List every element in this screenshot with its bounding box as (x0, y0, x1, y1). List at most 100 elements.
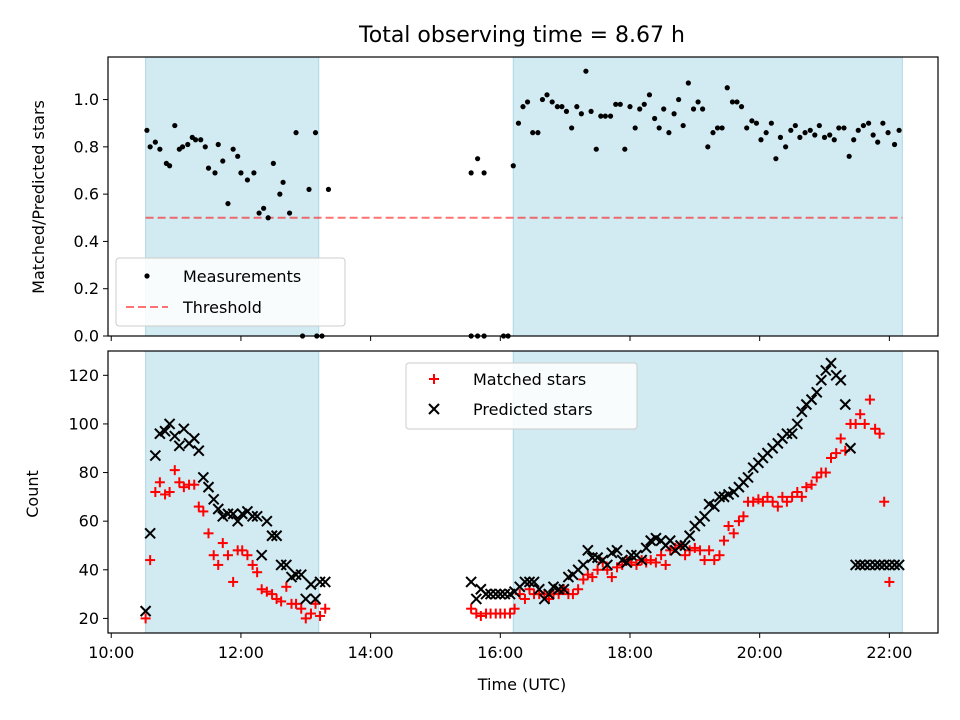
measurement-point (729, 99, 736, 105)
predicted-star-stroke (227, 508, 239, 520)
measurement-point (680, 122, 686, 129)
measurement-point (185, 141, 191, 148)
predicted-star-stroke (888, 559, 901, 571)
measurement-point (212, 170, 218, 176)
measurement-point (666, 130, 672, 136)
measurement-point (656, 125, 662, 131)
matched-star-point (592, 564, 603, 575)
matched-star-point (787, 491, 798, 502)
measurement-point (738, 104, 745, 110)
predicted-star-stroke (163, 418, 176, 430)
predicted-star-stroke (169, 430, 181, 442)
predicted-star-stroke (480, 588, 492, 600)
predicted-star-point (543, 588, 555, 600)
measurement-point (807, 127, 813, 133)
predicted-star-point (295, 568, 307, 581)
matched-star-point (714, 550, 725, 561)
predicted-star-point (825, 357, 837, 369)
matched-star-point (242, 550, 253, 561)
y-tick-label: 120 (68, 366, 99, 385)
predicted-star-point (558, 583, 570, 595)
predicted-star-stroke (275, 559, 287, 571)
matched-star-point (291, 598, 302, 609)
predicted-star-point (246, 510, 259, 523)
predicted-star-point (820, 364, 832, 377)
predicted-star-stroke (815, 374, 827, 386)
predicted-star-point (781, 427, 793, 440)
predicted-star-stroke (820, 364, 832, 377)
measurement-point (841, 125, 847, 131)
matched-star-point (169, 465, 180, 476)
measurement-point (530, 130, 536, 136)
measurement-point (220, 158, 226, 164)
predicted-star-stroke (679, 539, 691, 552)
measurement-point (607, 113, 614, 119)
predicted-star-point (859, 559, 871, 571)
predicted-star-stroke (844, 442, 857, 454)
predicted-star-stroke (193, 444, 205, 457)
top-y-axis-label: Matched/Predicted stars (29, 100, 48, 294)
predicted-star-point (844, 442, 857, 454)
predicted-star-stroke (484, 588, 497, 600)
predicted-star-stroke (188, 432, 200, 445)
measurement-point (588, 108, 594, 114)
matched-star-point (154, 477, 165, 488)
measurement-point (875, 139, 881, 145)
predicted-star-point (742, 471, 754, 484)
measurement-point (646, 92, 653, 98)
predicted-star-point (266, 530, 278, 542)
predicted-star-stroke (864, 559, 876, 571)
matched-star-point (203, 528, 214, 539)
predicted-star-point (869, 559, 881, 571)
x-tick-label: 12:00 (218, 643, 264, 662)
predicted-star-stroke (664, 534, 676, 547)
predicted-star-point (519, 576, 531, 588)
predicted-star-stroke (621, 556, 633, 569)
y-tick-label: 0.4 (74, 232, 99, 251)
matched-star-point (213, 559, 224, 570)
predicted-star-point (635, 554, 648, 566)
matched-star-point (850, 418, 861, 429)
matched-star-point (748, 496, 759, 507)
predicted-star-stroke (251, 510, 263, 523)
x-tick-label: 20:00 (737, 643, 783, 662)
measurement-point (768, 120, 774, 126)
predicted-star-stroke (309, 593, 322, 605)
measurement-point (695, 99, 701, 105)
matched-star-point (689, 542, 700, 553)
measurement-point (535, 130, 541, 136)
predicted-star-point (586, 551, 599, 564)
measurement-point (827, 132, 833, 138)
measurement-point (641, 101, 647, 107)
measurement-point (235, 153, 241, 159)
predicted-star-stroke (552, 583, 565, 595)
measurement-point (147, 144, 153, 150)
predicted-star-point (159, 425, 171, 437)
predicted-star-stroke (805, 393, 818, 406)
predicted-star-point (305, 578, 317, 591)
matched-star-point (719, 535, 730, 546)
matched-star-point (228, 576, 239, 587)
matched-star-point (509, 603, 520, 614)
predicted-star-stroke (854, 559, 866, 571)
y-tick-label: 0.6 (74, 185, 99, 204)
measurement-point (593, 146, 599, 152)
predicted-star-point (528, 576, 540, 588)
measurement-point (198, 137, 204, 143)
matched-star-point (728, 528, 739, 539)
matched-star-point (174, 477, 185, 488)
legend-matched-label: Matched stars (473, 370, 586, 389)
matched-star-point (198, 506, 209, 517)
measurement-point (831, 137, 837, 143)
predicted-star-stroke (893, 559, 905, 571)
predicted-star-stroke (255, 549, 268, 561)
measurement-point (821, 134, 828, 140)
measurement-point (515, 120, 522, 126)
predicted-star-point (683, 530, 696, 542)
predicted-star-stroke (465, 576, 477, 588)
matched-star-point (738, 511, 749, 522)
measurement-point (836, 125, 842, 131)
predicted-star-point (533, 583, 545, 595)
matched-star-point (777, 491, 788, 502)
